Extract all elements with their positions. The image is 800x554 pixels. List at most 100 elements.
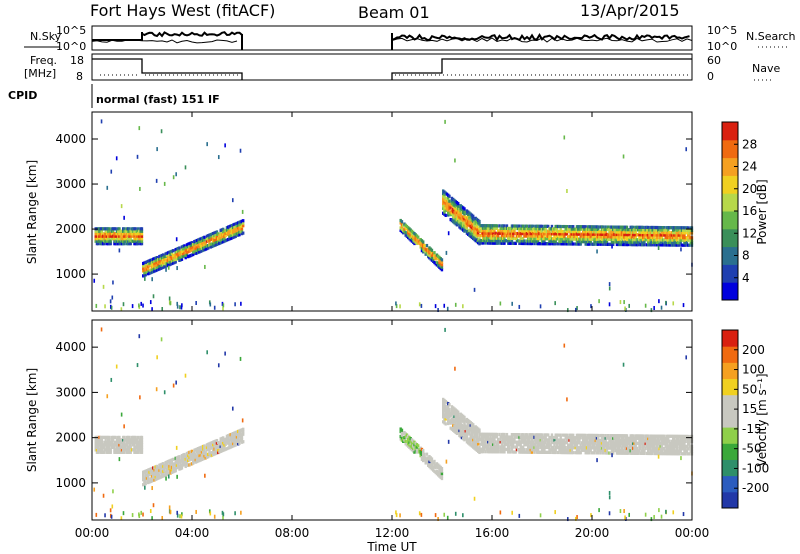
velocity-echo-cell — [473, 436, 476, 440]
power-echo-cell — [439, 266, 442, 271]
velocity-echo-cell — [552, 440, 555, 445]
velocity-echo-cell — [207, 447, 210, 451]
power-echo-cell — [139, 229, 142, 233]
power-echo-cell — [579, 227, 582, 231]
velocity-echo-cell — [197, 447, 200, 451]
power-echo-cell — [223, 234, 226, 238]
date-title: 13/Apr/2015 — [580, 1, 680, 20]
velocity-echo-cell — [100, 445, 104, 449]
power-echo-cell — [418, 302, 421, 307]
velocity-echo-cell — [572, 436, 575, 440]
velocity-echo-cell — [184, 464, 187, 469]
power-echo-cell — [113, 234, 116, 238]
power-echo-cell — [640, 230, 644, 234]
power-echo-cell — [678, 226, 681, 230]
power-echo-cell — [239, 227, 242, 231]
power-echo-cell — [240, 229, 244, 233]
x-ticks: 00:00 04:00 08:00 12:00 16:00 20:00 00:00 — [75, 112, 709, 540]
power-echo-cell — [422, 247, 425, 251]
power-echo-cell — [99, 237, 102, 241]
power-echo-cell — [180, 255, 184, 259]
velocity-echo-cell — [543, 448, 546, 452]
power-echo-cell — [222, 306, 224, 311]
velocity-echo-cell — [219, 444, 222, 449]
power-echo-cell — [163, 257, 166, 261]
velocity-echo-cell — [660, 449, 664, 453]
power-echo-cell — [110, 305, 113, 310]
power-echo-cell — [185, 248, 189, 252]
power-echo-cell — [520, 236, 524, 241]
velocity-echo-cell — [492, 435, 495, 439]
power-echo-cell — [532, 232, 535, 236]
velocity-echo-cell — [455, 416, 459, 421]
velocity-echo-cell — [462, 424, 465, 428]
power-echo-cell — [537, 227, 540, 231]
velocity-echo-cell — [458, 416, 461, 420]
power-echo-cell — [615, 240, 619, 244]
power-echo-cell — [102, 242, 105, 246]
power-echo-cell — [490, 239, 494, 243]
velocity-echo-cell — [684, 447, 687, 451]
power-echo-cell — [607, 225, 610, 229]
power-echo-cell — [199, 239, 202, 243]
velocity-echo-cell — [615, 434, 619, 438]
power-echo-cell — [600, 235, 604, 239]
velocity-echo-cell — [448, 413, 451, 417]
power-echo-cell — [639, 230, 642, 234]
velocity-echo-cell — [587, 443, 590, 447]
power-echo-cell — [125, 234, 129, 238]
velocity-echo-cell — [534, 438, 537, 442]
power-echo-cell — [673, 226, 676, 230]
power-echo-cell — [619, 235, 622, 239]
power-echo-cell — [535, 232, 539, 236]
power-echo-cell — [157, 262, 160, 267]
velocity-echo-cell — [462, 429, 465, 433]
velocity-echo-cell — [673, 449, 676, 453]
power-echo-cell — [650, 228, 654, 232]
power-echo-cell — [582, 235, 585, 239]
power-echo-cell — [539, 234, 542, 238]
velocity-echo-cell — [515, 433, 519, 437]
velocity-echo-cell — [408, 435, 411, 440]
power-echo-cell — [104, 229, 107, 233]
velocity-echo-cell — [240, 428, 244, 432]
power-echo-cell — [175, 249, 179, 254]
power-echo-cell — [414, 238, 417, 242]
power-echo-cell — [105, 227, 109, 231]
power-echo-cell — [655, 235, 659, 240]
velocity-echo-cell — [537, 445, 540, 449]
velocity-echo-cell — [510, 442, 514, 447]
power-echo-cell — [190, 253, 194, 257]
power-echo-cell — [542, 237, 545, 241]
velocity-echo-cell — [535, 450, 539, 454]
power-echo-cell — [497, 229, 500, 233]
velocity-echo-cell — [187, 453, 190, 458]
power-echo-cell — [120, 307, 123, 312]
power-echo-cell — [180, 250, 184, 254]
velocity-echo-cell — [668, 442, 671, 446]
power-echo-cell — [177, 246, 180, 251]
power-echo-cell — [188, 242, 191, 246]
velocity-echo-cell — [139, 443, 142, 447]
power-echo-cell — [148, 271, 151, 275]
power-echo-cell — [460, 227, 464, 231]
power-echo-cell — [412, 235, 415, 239]
velocity-echo-cell — [500, 435, 504, 439]
power-echo-cell — [635, 240, 639, 244]
velocity-echo-cell — [635, 449, 639, 453]
power-echo-cell — [653, 233, 656, 237]
power-echo-cell — [99, 234, 102, 238]
velocity-echo-cell — [605, 436, 609, 440]
velocity-echo-cell — [634, 444, 637, 448]
velocity-echo-cell — [125, 440, 129, 444]
velocity-echo-cell — [560, 440, 564, 445]
power-echo-cell — [395, 304, 398, 309]
power-echo-cell — [530, 234, 534, 238]
power-echo-cell — [435, 253, 439, 257]
power-echo-cell — [475, 225, 479, 229]
velocity-echo-cell — [114, 440, 117, 444]
velocity-echo-cell — [195, 447, 199, 451]
power-echo-cell — [230, 226, 234, 230]
power-echo-cell — [573, 230, 576, 234]
